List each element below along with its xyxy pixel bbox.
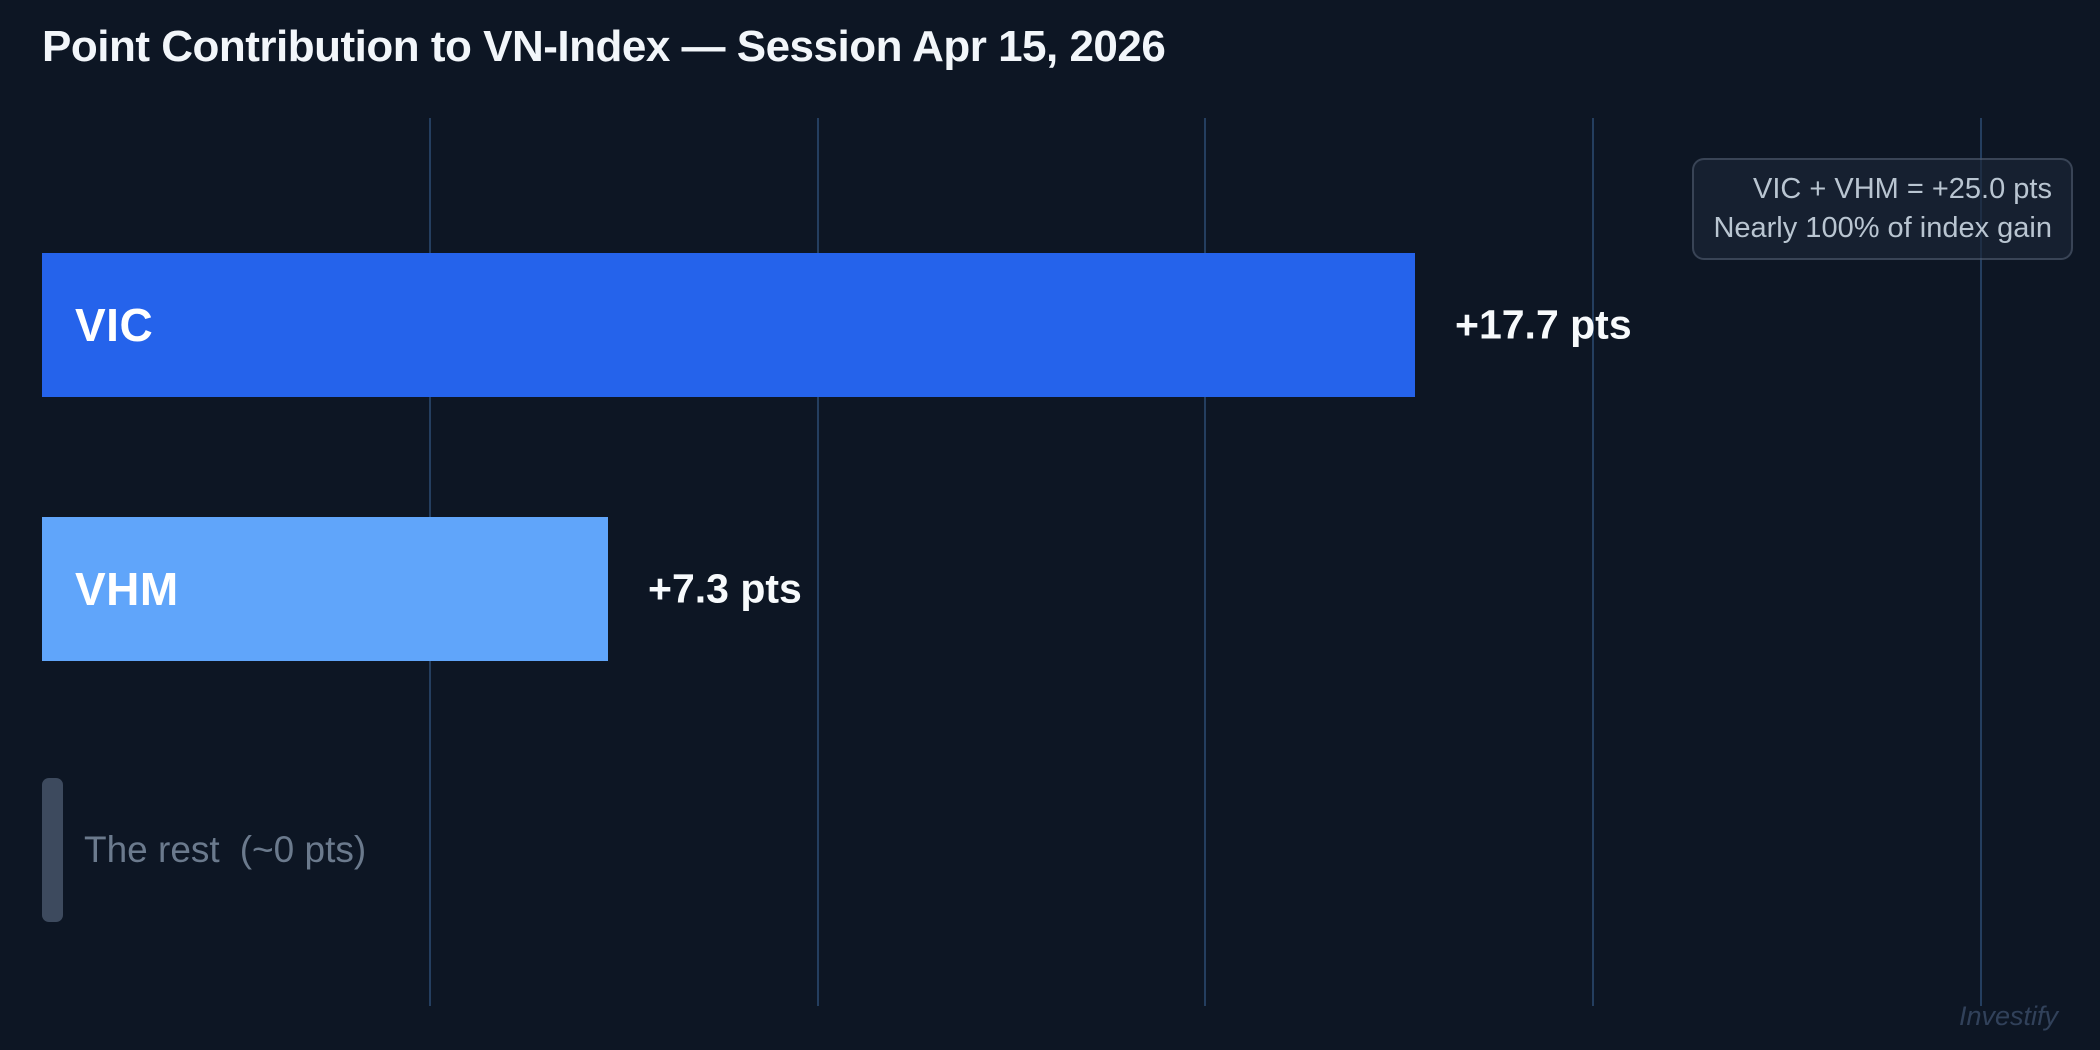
- gridline-10pts: [816, 118, 819, 1006]
- value-label-vhm: +7.3 pts: [648, 565, 802, 612]
- chart-title: Point Contribution to VN-Index — Session…: [42, 22, 1166, 71]
- rest-value-text: (~0 pts): [239, 829, 367, 870]
- rest-label-text: The rest: [84, 829, 220, 870]
- bar-label-rest: The rest (~0 pts): [84, 829, 366, 871]
- gridline-20pts: [1592, 118, 1595, 1006]
- bar-label-vic: VIC: [75, 299, 154, 351]
- bar-vic: VIC: [42, 253, 1415, 397]
- bar-label-vhm: VHM: [75, 563, 179, 615]
- watermark: Investify: [1958, 1001, 2058, 1031]
- bar-vhm: VHM: [42, 517, 608, 661]
- annotation-box: VIC + VHM = +25.0 pts Nearly 100% of ind…: [1692, 158, 2073, 260]
- annotation-line1: VIC + VHM = +25.0 pts: [1752, 173, 2052, 205]
- bar-row-rest: The rest (~0 pts): [42, 778, 2058, 922]
- gridline-25pts: [1980, 118, 1982, 1006]
- gridline-15pts: [1204, 118, 1207, 1006]
- bar-rest: [42, 778, 63, 922]
- value-label-vic: +17.7 pts: [1455, 301, 1632, 348]
- annotation-line2: Nearly 100% of index gain: [1713, 212, 2052, 244]
- bar-row-vic: VIC +17.7 pts: [42, 253, 2058, 397]
- bar-row-vhm: VHM +7.3 pts: [42, 517, 2058, 661]
